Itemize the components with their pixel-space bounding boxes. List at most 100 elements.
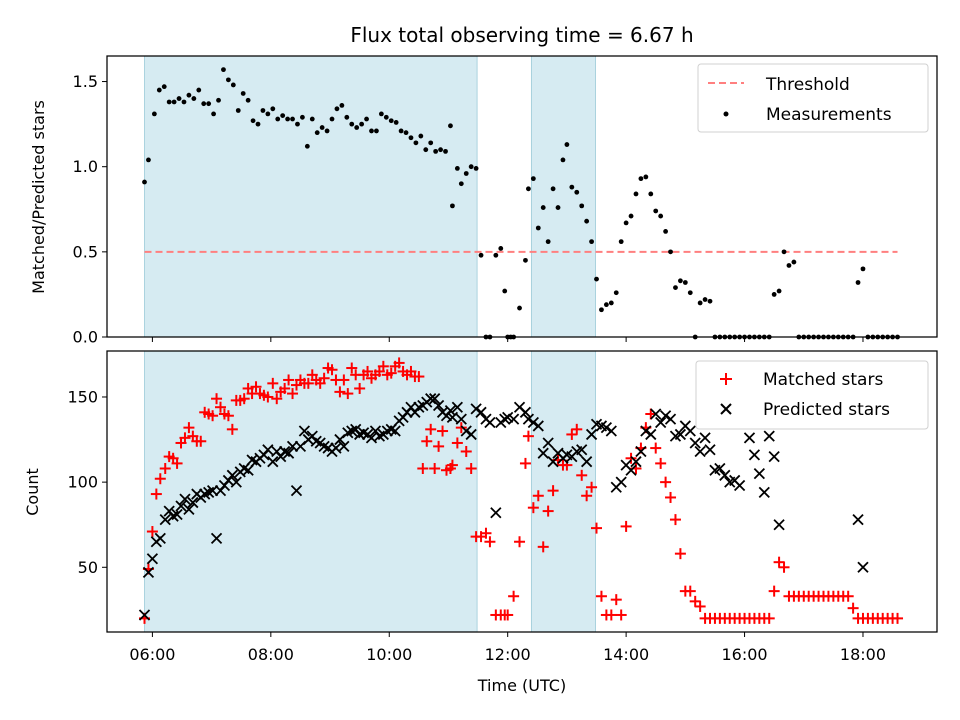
predicted-star-point [267,456,279,468]
measurement-point [354,125,360,130]
matched-star-point [502,609,514,621]
matched-star-point [207,410,219,422]
measurement-point [584,218,590,224]
predicted-star-point [655,416,667,429]
measurement-point [438,147,443,153]
matched-star-point [591,522,603,534]
observing-span-1 [144,55,478,338]
matched-star-point [342,388,354,400]
matched-star-point [615,609,627,621]
measurement-point [423,147,429,153]
predicted-star-point [154,532,166,544]
matched-star-point [460,445,472,457]
measurement-point [668,249,673,255]
matched-star-point [238,393,250,405]
predicted-star-point [230,476,242,488]
measurement-point [418,133,424,139]
matched-star-point [532,490,544,502]
predicted-star-point [159,513,171,526]
measurement-point [216,97,221,103]
predicted-star-point [743,432,756,444]
measurement-point [448,123,453,129]
measurement-point [697,300,703,306]
predicted-star-point [262,444,274,456]
predicted-star-point [444,404,457,417]
matched-star-point [527,502,539,514]
predicted-star-point [758,486,770,498]
predicted-star-point [605,425,617,437]
measurement-point [560,157,566,163]
count-axes-frame [106,350,938,633]
legend-predicted-swatch [720,403,732,415]
measurement-point [468,164,474,170]
measurement-point [364,116,369,122]
predicted-star-point [645,428,657,441]
measurement-point [408,135,414,141]
x-axis-label: Time (UTC) [477,676,566,695]
matched-star-point [338,374,350,386]
predicted-star-point [585,428,598,441]
predicted-star-point [451,401,463,413]
measurement-point [523,257,528,263]
y-tick-label: 0.0 [73,328,98,347]
count-panel: 50 100 150 06:00 08:00 10:00 12:00 14:00 16:00 1… [23,350,938,695]
matched-star-point [362,365,374,377]
matched-star-point [778,561,790,573]
predicted-star-point [146,553,159,565]
measurement-point [658,213,664,219]
predicted-star-point [429,393,441,405]
measurement-point [186,92,192,98]
highlight-spans [144,55,596,338]
matched-star-point [537,541,549,553]
measurement-point [176,96,182,101]
measurement-point [589,239,594,245]
measurement-point [564,142,570,147]
measurement-point [235,108,241,113]
ratio-y-ticks: 0.0 0.5 1.0 1.5 [73,72,107,347]
predicted-star-point [298,425,311,437]
matched-star-point [547,485,559,497]
count-y-ticks: 50 100 150 [67,387,107,577]
predicted-star-point [290,485,303,497]
measurement-point [682,280,688,285]
matched-star-point [484,536,496,548]
matched-star-point [625,452,637,464]
predicted-star-point [470,403,482,415]
predicted-star-point [684,425,696,437]
measurement-point [781,249,787,255]
predicted-star-point [852,513,864,526]
matched-star-point [413,371,425,383]
predicted-star-point [748,449,761,461]
measurement-point [146,157,151,163]
matched-star-point [446,459,458,471]
measurement-point [142,179,147,185]
x-tick-label: 18:00 [840,645,886,664]
matched-star-point [847,602,859,614]
measurement-point [638,176,644,182]
count-legend: Matched stars Predicted stars [695,360,929,430]
predicted-star-point [674,428,687,441]
ratio-axes-frame [106,55,938,338]
measurement-point [608,300,614,306]
measurement-point [493,252,499,258]
matched-star-point [842,590,854,602]
predicted-star-point [659,410,672,422]
measurement-point [255,121,261,127]
predicted-star-point [689,437,701,449]
measurement-point [855,280,861,285]
matched-star-point [283,374,295,386]
y-tick-label: 100 [67,473,98,492]
predicted-star-point [226,469,238,481]
measurement-point [398,128,404,134]
measurement-point [166,99,172,105]
predicted-star-point [183,503,195,516]
matched-star-point [262,391,274,403]
measurement-point [181,99,187,105]
count-points [138,357,904,624]
measurement-point [230,82,236,88]
matched-star-point [326,364,338,376]
measurement-point [771,292,777,297]
predicted-star-point [714,462,726,475]
matched-star-point [773,556,785,568]
measurement-point [211,111,216,117]
